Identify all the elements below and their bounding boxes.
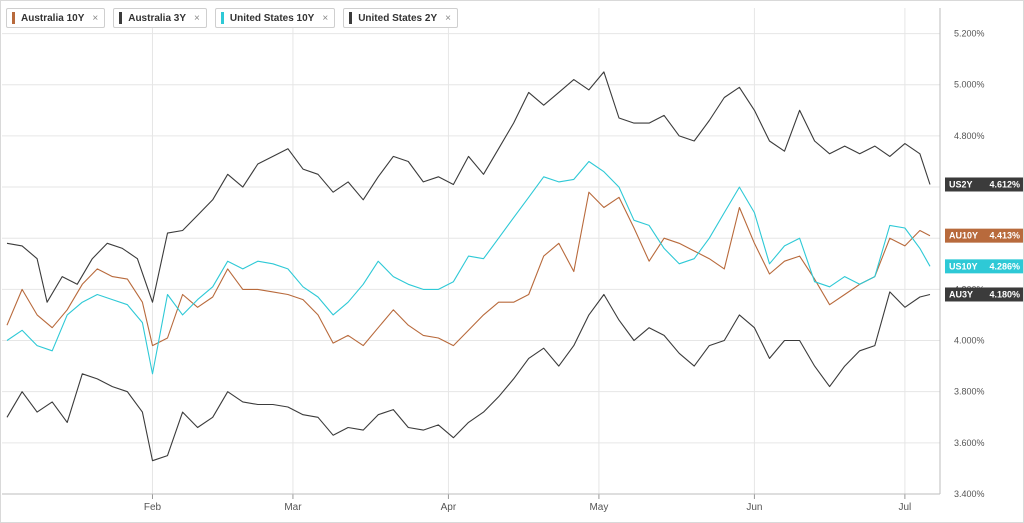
value-tag-symbol: AU3Y: [949, 289, 973, 299]
value-tag-background: [945, 259, 1023, 274]
x-tick-label: Apr: [441, 502, 457, 513]
x-tick-label: Mar: [284, 502, 302, 513]
legend-chip-united-states-10y[interactable]: United States 10Y ×: [214, 8, 336, 28]
value-tag-background: [945, 177, 1023, 192]
value-tag-value: 4.612%: [989, 179, 1020, 189]
legend-label: United States 10Y: [229, 12, 315, 24]
y-tick-label: 4.800%: [954, 131, 985, 141]
series-color-swatch: [349, 12, 353, 24]
x-tick-label: Feb: [144, 502, 162, 513]
y-tick-label: 4.000%: [954, 336, 985, 346]
series-line-au10y: [6, 191, 931, 347]
x-tick-label: May: [589, 502, 608, 513]
series-color-swatch: [119, 12, 123, 24]
value-tag-background: [945, 287, 1023, 302]
value-tag-au10y: AU10Y 4.413%: [945, 228, 1023, 243]
close-icon[interactable]: ×: [194, 12, 200, 24]
series-line-au3y: [6, 291, 931, 462]
series-line-us10y: [6, 160, 931, 375]
y-tick-label: 3.600%: [954, 438, 985, 448]
value-tag-us2y: US2Y 4.612%: [945, 177, 1023, 192]
value-tag-symbol: US10Y: [949, 261, 978, 271]
y-tick-label: 5.000%: [954, 80, 985, 90]
value-tag-symbol: US2Y: [949, 179, 973, 189]
value-tag-value: 4.180%: [989, 289, 1020, 299]
value-tag-value: 4.413%: [989, 231, 1020, 241]
value-tag-symbol: AU10Y: [949, 231, 978, 241]
y-tick-label: 5.200%: [954, 29, 985, 39]
x-tick-label: Jun: [746, 502, 762, 513]
y-tick-label: 3.400%: [954, 489, 985, 499]
y-tick-label: 3.800%: [954, 387, 985, 397]
close-icon[interactable]: ×: [322, 12, 329, 24]
series-color-swatch: [12, 12, 15, 24]
series-color-swatch: [220, 12, 224, 24]
value-tag-au3y: AU3Y 4.180%: [945, 287, 1023, 302]
close-icon[interactable]: ×: [445, 12, 451, 24]
close-icon[interactable]: ×: [92, 12, 99, 24]
value-tag-value: 4.286%: [989, 261, 1020, 271]
legend-chip-australia-10y[interactable]: Australia 10Y ×: [6, 8, 106, 28]
value-tag-us10y: US10Y 4.286%: [945, 259, 1023, 274]
legend-label: Australia 10Y: [21, 12, 85, 24]
series-line-us2y: [6, 71, 931, 303]
legend-label: United States 2Y: [358, 12, 438, 24]
legend-chip-united-states-2y[interactable]: United States 2Y ×: [343, 8, 458, 28]
legend: Australia 10Y × Australia 3Y × United St…: [6, 8, 458, 28]
legend-label: Australia 3Y: [128, 12, 187, 24]
legend-chip-australia-3y[interactable]: Australia 3Y ×: [113, 8, 207, 28]
value-tag-background: [945, 228, 1023, 243]
x-tick-label: Jul: [898, 502, 911, 513]
